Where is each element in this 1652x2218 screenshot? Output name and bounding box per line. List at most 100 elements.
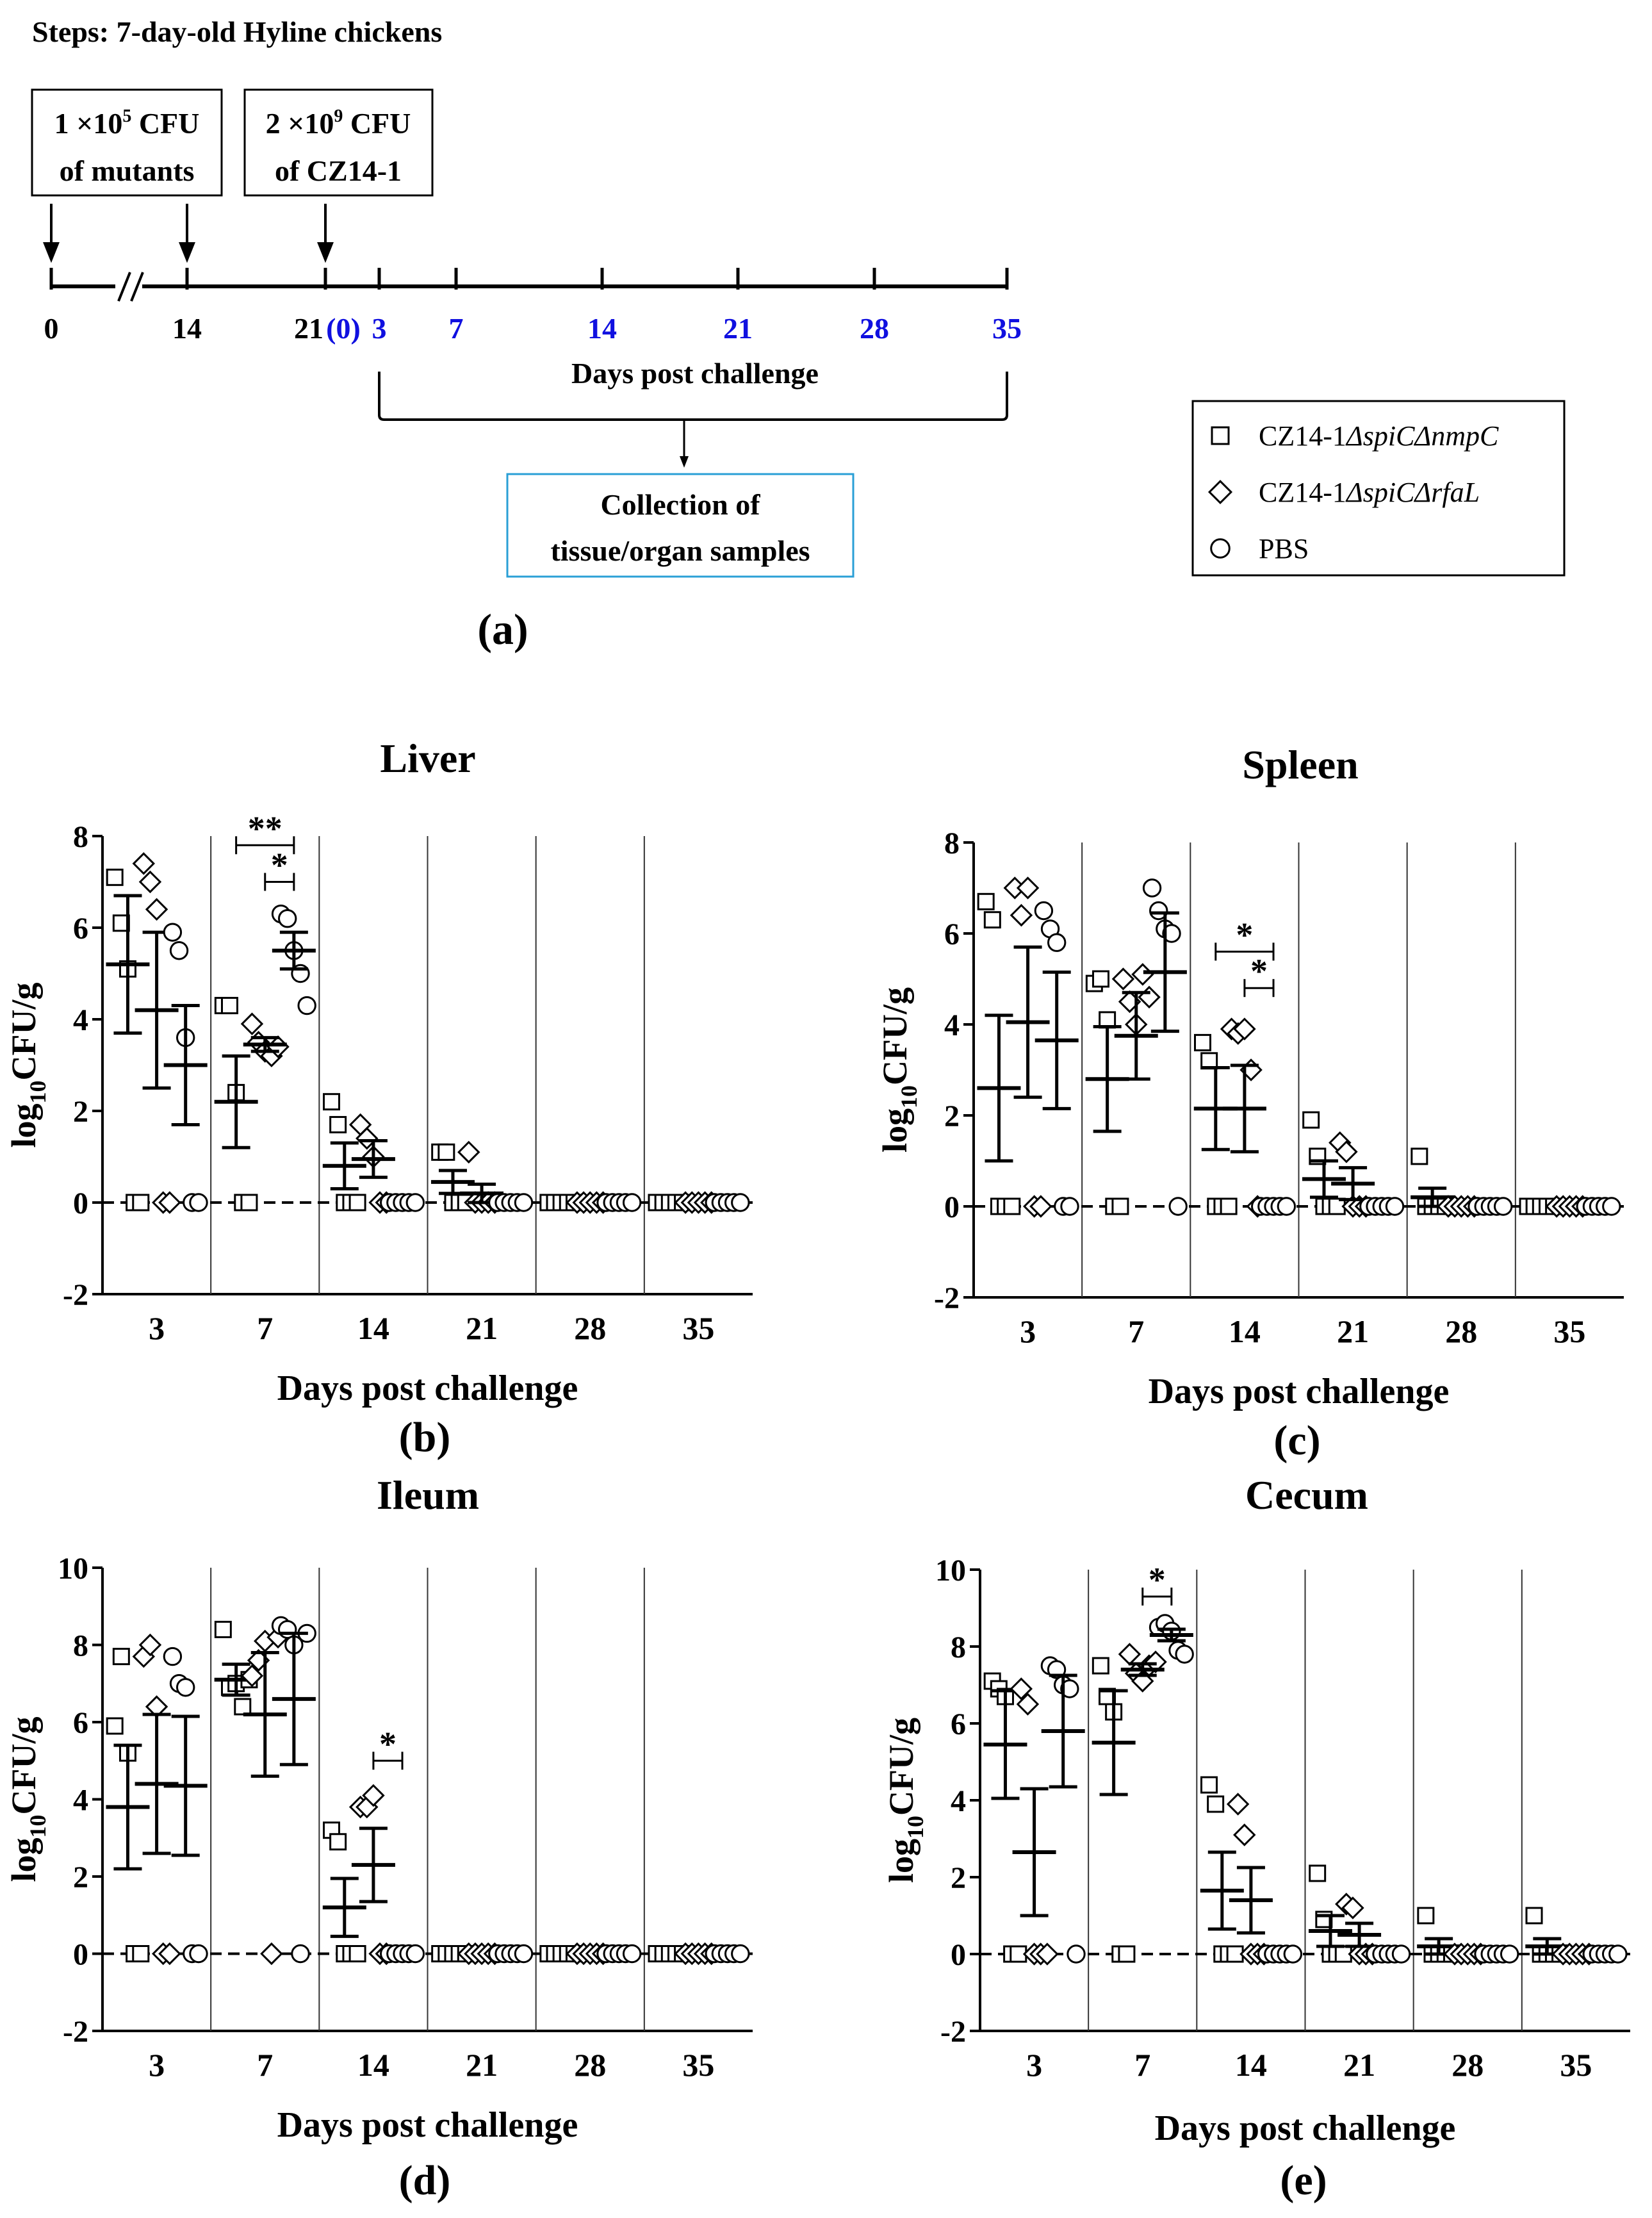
timeline-tick-label: 14 <box>587 312 617 345</box>
x-tick-label: 21 <box>466 2047 498 2083</box>
significance-bracket: ** <box>235 809 295 855</box>
timeline-tick-label: 21 <box>723 312 753 345</box>
square-marker <box>977 892 995 910</box>
series-square-day-3 <box>106 1648 150 1962</box>
series-diamond-day-7 <box>1111 963 1161 1081</box>
diamond-marker <box>457 1140 480 1164</box>
circle-marker <box>1162 924 1181 943</box>
panel-label-a: (a) <box>477 605 528 653</box>
x-tick-label: 35 <box>682 2047 714 2083</box>
series-circle-day-35 <box>705 1193 750 1212</box>
square-marker <box>983 911 1001 929</box>
circle-marker <box>731 1193 750 1212</box>
y-tick-label: -2 <box>63 1278 88 1312</box>
square-marker <box>220 997 238 1015</box>
x-tick-label: 35 <box>1553 1313 1585 1349</box>
square-marker <box>329 1115 347 1133</box>
x-tick-label: 7 <box>1134 2047 1150 2083</box>
timeline-tick-label: 28 <box>860 312 889 345</box>
diamond-marker <box>1111 967 1135 990</box>
circle-marker <box>1283 1944 1303 1964</box>
diamond-marker <box>138 870 162 894</box>
series-circle-day-35 <box>1576 1197 1621 1216</box>
circle-marker <box>1391 1944 1411 1964</box>
y-axis-label: log10CFU/g <box>882 1718 928 1883</box>
chart-spleen: Spleen -2 0 2 4 6 8 log10CFU/g 3 7 14 21 28 35 Days po… <box>876 742 1624 1464</box>
diamond-marker <box>1226 1793 1250 1816</box>
diamond-marker <box>1016 876 1040 900</box>
y-tick-label: 4 <box>73 1784 88 1818</box>
series-circle-day-7 <box>271 904 316 1015</box>
square-marker <box>1220 1197 1238 1215</box>
x-tick-label: 7 <box>257 1310 273 1346</box>
diamond-marker <box>1341 1896 1364 1919</box>
diamond-marker <box>1335 1140 1358 1163</box>
series-circle-day-21 <box>1366 1944 1411 1964</box>
series-circle-day-21 <box>488 1944 534 1964</box>
square-marker <box>1099 1011 1116 1029</box>
square-marker <box>1194 1033 1212 1051</box>
circle-marker <box>622 1193 642 1212</box>
circle-marker <box>163 923 183 942</box>
legend-label: CZ14-1ΔspiCΔrfaL <box>1259 477 1480 508</box>
diamond-marker <box>362 1784 385 1807</box>
series-diamond-day-7 <box>1118 1643 1167 1693</box>
series-circle-day-28 <box>1474 1944 1519 1964</box>
timeline-tick-label-group: 0 14 21 3 7 14 21 28 35 (0) <box>44 312 1022 345</box>
panel-label: (e) <box>1280 2157 1327 2204</box>
series-square-day-3 <box>106 868 150 1212</box>
timeline-tick-label: 7 <box>449 312 464 345</box>
series-circle-day-7 <box>1142 878 1188 1216</box>
diamond-marker <box>1131 1670 1154 1693</box>
series-circle-day-3 <box>1040 1656 1086 1964</box>
significance-label: * <box>379 1725 397 1763</box>
dose-box-challenge-line1: 2 ×109 CFU <box>266 106 411 140</box>
square-marker <box>234 1698 252 1716</box>
x-tick-label: 28 <box>1445 1313 1477 1349</box>
circle-marker <box>731 1944 750 1964</box>
x-axis-label: Days post challenge <box>1155 2108 1456 2148</box>
square-marker <box>1207 1795 1225 1813</box>
x-tick-label: 21 <box>1337 1313 1369 1349</box>
x-tick-label: 3 <box>1020 1313 1036 1349</box>
dose-box-mutants <box>31 88 223 197</box>
square-marker <box>1092 970 1109 988</box>
significance-bracket: * <box>372 1725 404 1770</box>
chart-liver: Liver -2 0 2 4 6 8 log10CFU/g 3 7 14 21 28 35 Days pos… <box>4 735 753 1461</box>
legend-item-square: CZ14-1ΔspiCΔnmpC <box>1211 420 1499 452</box>
diamond-marker <box>132 852 156 875</box>
x-tick-label: 7 <box>1128 1313 1144 1349</box>
timeline-ticks <box>49 268 1009 290</box>
significance-label: * <box>1250 952 1268 990</box>
series-circle-day-14 <box>380 1944 425 1964</box>
series-circle-day-28 <box>596 1944 642 1964</box>
x-tick-label: 35 <box>1560 2047 1592 2083</box>
diamond-marker <box>1144 1650 1167 1673</box>
circle-marker <box>1175 1645 1194 1664</box>
significance-bracket: * <box>1214 916 1275 961</box>
series-circle-day-21 <box>488 1193 534 1212</box>
series-square-day-7 <box>1085 970 1129 1215</box>
circle-marker <box>1060 1197 1079 1216</box>
y-tick-label: 8 <box>73 820 88 854</box>
y-tick-label: -2 <box>940 2015 966 2049</box>
y-tick-label: 2 <box>73 1861 88 1894</box>
timeline-axis <box>50 272 1006 302</box>
square-marker <box>1525 1907 1543 1925</box>
y-tick-label: 4 <box>944 1008 960 1042</box>
series-circle-day-14 <box>1257 1944 1303 1964</box>
circle-marker <box>622 1944 642 1964</box>
circle-marker <box>405 1944 425 1964</box>
timeline-tick-label: 21 <box>294 312 323 345</box>
circle-marker <box>176 1678 195 1697</box>
x-tick-label: 3 <box>149 1310 165 1346</box>
circle-marker <box>1149 901 1168 921</box>
square-marker <box>329 1833 347 1851</box>
y-tick-label: 0 <box>951 1938 966 1972</box>
series-diamond-day-14 <box>1226 1793 1275 1966</box>
dose-arrows <box>43 204 334 263</box>
timeline-tick-label: 14 <box>172 312 202 345</box>
collection-line1: Collection of <box>600 488 760 521</box>
dose-box-mutants-line1: 1 ×105 CFU <box>54 106 200 140</box>
square-marker <box>1092 1657 1109 1675</box>
